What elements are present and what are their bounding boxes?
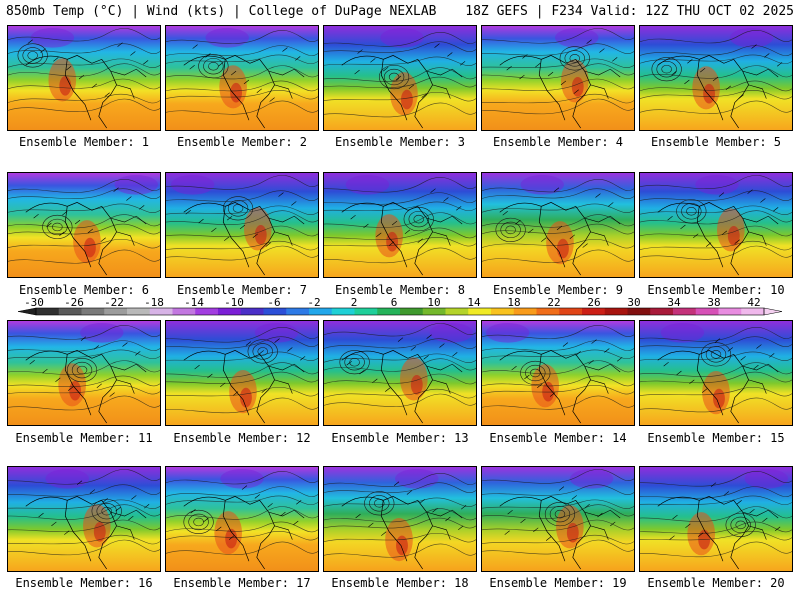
ensemble-member-map [7, 320, 161, 426]
colorbar-segment [445, 308, 469, 315]
ensemble-member-label: Ensemble Member: 2 [176, 135, 308, 149]
ensemble-member-label: Ensemble Member: 16 [15, 576, 153, 590]
colorbar-segment [582, 308, 606, 315]
colorbar: -30 -26 -22 -18 -14 -10 -6 -2 2 6 10 14 18 22 26 30 34 38… [0, 296, 800, 322]
title-bar: 850mb Temp (°C) | Wind (kts) | College o… [0, 0, 800, 22]
colorbar-segment [673, 308, 697, 315]
ensemble-member-map [639, 172, 793, 278]
colorbar-tick-label: -6 [267, 296, 280, 309]
colorbar-segment [354, 308, 378, 315]
ensemble-member-map [165, 25, 319, 131]
colorbar-arrow-high [763, 307, 783, 316]
colorbar-segment [58, 308, 82, 315]
ensemble-member-label: Ensemble Member: 17 [173, 576, 311, 590]
colorbar-tick-label: 30 [627, 296, 640, 309]
valid-time: 18Z GEFS | F234 Valid: 12Z THU OCT 02 20… [465, 4, 794, 19]
ensemble-member-label: Ensemble Member: 19 [489, 576, 627, 590]
ensemble-member-map [323, 320, 477, 426]
ensemble-member-label: Ensemble Member: 18 [331, 576, 469, 590]
colorbar-segment [468, 308, 492, 315]
ensemble-member-map [481, 320, 635, 426]
colorbar-tick-label: -30 [24, 296, 44, 309]
ensemble-member-label: Ensemble Member: 11 [15, 431, 153, 445]
ensemble-member-map [639, 320, 793, 426]
ensemble-member-map [639, 25, 793, 131]
ensemble-member-map [7, 25, 161, 131]
ensemble-member-map [323, 172, 477, 278]
ensemble-member-label: Ensemble Member: 15 [647, 431, 785, 445]
ensemble-member-map [323, 466, 477, 572]
ensemble-member-map [165, 466, 319, 572]
ensemble-member-label: Ensemble Member: 7 [176, 283, 308, 297]
colorbar-segment [218, 308, 242, 315]
colorbar-segment [104, 308, 128, 315]
colorbar-segment [627, 308, 651, 315]
colorbar-segment [36, 308, 60, 315]
colorbar-segment [513, 308, 537, 315]
colorbar-arrow-low [17, 307, 37, 316]
ensemble-member-label: Ensemble Member: 9 [492, 283, 624, 297]
colorbar-segment [172, 308, 196, 315]
colorbar-tick-label: 22 [547, 296, 560, 309]
colorbar-segment [559, 308, 583, 315]
colorbar-tick-label: -22 [104, 296, 124, 309]
colorbar-segment [718, 308, 742, 315]
colorbar-segment [400, 308, 424, 315]
colorbar-segment [81, 308, 105, 315]
colorbar-segment [127, 308, 151, 315]
colorbar-segment [377, 308, 401, 315]
colorbar-graphic: -30 -26 -22 -18 -14 -10 -6 -2 2 6 10 14 18 22 26 30 34 38… [17, 296, 783, 316]
colorbar-segment [331, 308, 355, 315]
colorbar-segment [149, 308, 173, 315]
ensemble-member-map [7, 466, 161, 572]
colorbar-tick-label: -14 [184, 296, 204, 309]
ensemble-member-map [165, 320, 319, 426]
ensemble-member-label: Ensemble Member: 13 [331, 431, 469, 445]
ensemble-member-label: Ensemble Member: 5 [650, 135, 782, 149]
colorbar-segment [422, 308, 446, 315]
ensemble-member-map [165, 172, 319, 278]
colorbar-segment [604, 308, 628, 315]
colorbar-segment [195, 308, 219, 315]
colorbar-segment [491, 308, 515, 315]
ensemble-member-label: Ensemble Member: 14 [489, 431, 627, 445]
product-title: 850mb Temp (°C) | Wind (kts) | College o… [6, 4, 437, 19]
colorbar-tick-label: 34 [667, 296, 681, 309]
colorbar-tick-label: 42 [747, 296, 760, 309]
ensemble-member-map [323, 25, 477, 131]
colorbar-segment [695, 308, 719, 315]
ensemble-member-map [481, 172, 635, 278]
ensemble-member-label: Ensemble Member: 20 [647, 576, 785, 590]
colorbar-segment [309, 308, 333, 315]
colorbar-tick-label: 2 [351, 296, 358, 309]
colorbar-segment [650, 308, 674, 315]
ensemble-member-label: Ensemble Member: 12 [173, 431, 311, 445]
colorbar-tick-label: -2 [307, 296, 320, 309]
ensemble-member-map [481, 25, 635, 131]
colorbar-tick-label: -10 [224, 296, 244, 309]
ensemble-member-map [639, 466, 793, 572]
colorbar-segment [263, 308, 287, 315]
ensemble-member-label: Ensemble Member: 6 [18, 283, 150, 297]
colorbar-segment [741, 308, 765, 315]
colorbar-tick-label: 6 [391, 296, 398, 309]
colorbar-segment [240, 308, 264, 315]
colorbar-segment [286, 308, 310, 315]
colorbar-tick-label: 18 [507, 296, 520, 309]
colorbar-tick-label: -18 [144, 296, 164, 309]
colorbar-tick-label: -26 [64, 296, 84, 309]
colorbar-tick-label: 38 [707, 296, 720, 309]
colorbar-segment [536, 308, 560, 315]
colorbar-tick-label: 26 [587, 296, 600, 309]
ensemble-member-label: Ensemble Member: 8 [334, 283, 466, 297]
colorbar-tick-label: 14 [467, 296, 481, 309]
ensemble-member-map [481, 466, 635, 572]
colorbar-tick-label: 10 [427, 296, 440, 309]
ensemble-member-map [7, 172, 161, 278]
ensemble-member-label: Ensemble Member: 1 [18, 135, 150, 149]
ensemble-member-label: Ensemble Member: 10 [647, 283, 785, 297]
ensemble-member-label: Ensemble Member: 3 [334, 135, 466, 149]
ensemble-member-label: Ensemble Member: 4 [492, 135, 624, 149]
